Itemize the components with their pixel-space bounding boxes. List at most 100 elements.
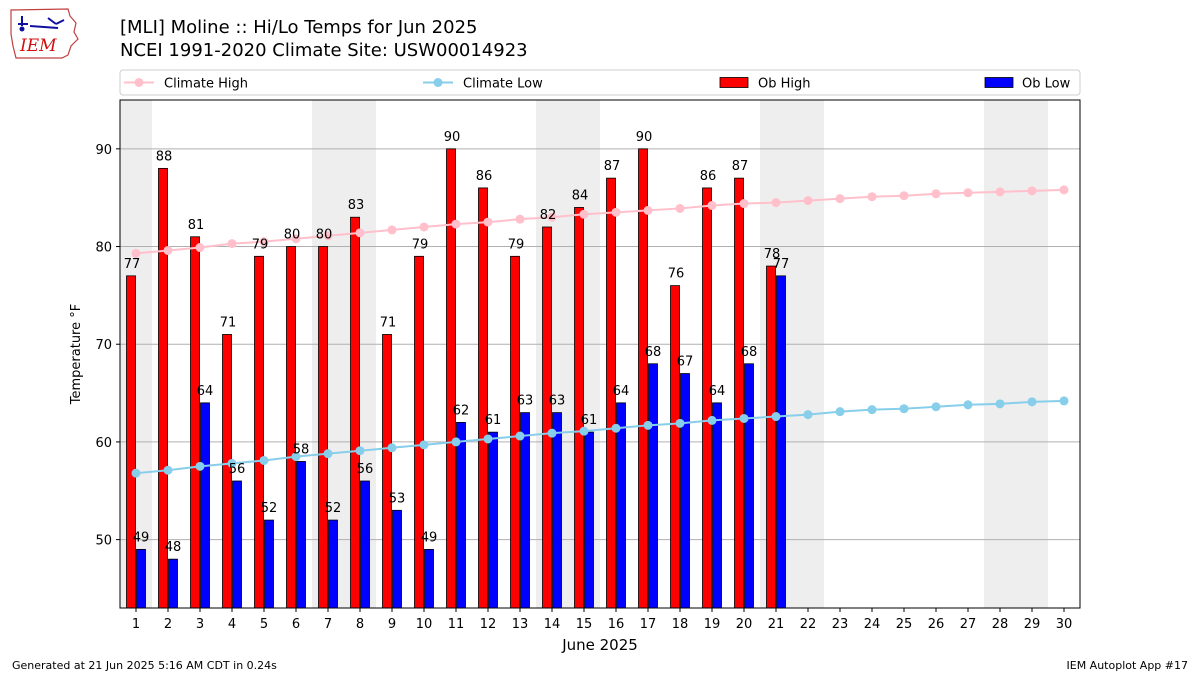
ob-low-label: 62 — [453, 403, 470, 418]
generated-footer: Generated at 21 Jun 2025 5:16 AM CDT in … — [12, 659, 277, 672]
ob-high-label: 71 — [380, 315, 397, 330]
climate-low-point — [579, 426, 589, 436]
climate-high-line — [135, 188, 1065, 255]
ob-high-bar — [350, 216, 360, 609]
ob-high-bar — [478, 187, 488, 609]
climate-low-point — [355, 446, 365, 456]
ob-low-bar — [744, 363, 754, 609]
ob-high-label: 86 — [476, 169, 493, 184]
ob-high-label: 79 — [412, 237, 429, 252]
ob-low-bar — [296, 461, 306, 609]
climate-low-point — [611, 423, 621, 433]
climate-low-point — [739, 413, 749, 423]
climate-low-point — [931, 402, 941, 412]
ob-low-bar — [488, 431, 498, 609]
x-tick-label: 14 — [544, 617, 561, 632]
climate-high-point — [995, 187, 1005, 197]
x-tick-label: 20 — [736, 617, 753, 632]
x-tick-label: 12 — [480, 617, 497, 632]
ob-high-bar — [542, 226, 552, 609]
ob-low-bar — [648, 363, 658, 609]
y-tick-label: 50 — [95, 534, 112, 549]
climate-low-point — [387, 443, 397, 453]
climate-high-point — [227, 239, 237, 249]
climate-high-point — [771, 198, 781, 208]
x-tick-label: 23 — [832, 617, 849, 632]
x-tick-label: 22 — [800, 617, 817, 632]
app-footer: IEM Autoplot App #17 — [1066, 659, 1189, 672]
climate-low-point — [803, 410, 813, 420]
climate-high-point — [547, 212, 557, 222]
weekend-shade — [344, 100, 376, 608]
climate-low-point — [771, 412, 781, 422]
ob-low-label: 68 — [741, 345, 758, 360]
climate-high-point — [739, 199, 749, 209]
plot-frame — [119, 99, 1081, 609]
climate-low-point — [707, 415, 717, 425]
legend-ob-low-swatch — [984, 77, 1014, 88]
climate-low-point — [547, 428, 557, 438]
climate-low-point — [131, 468, 141, 478]
ob-low-bar — [232, 480, 242, 609]
legend-climate-high-label: Climate High — [164, 77, 248, 92]
x-tick-label: 19 — [704, 617, 721, 632]
ob-low-label: 61 — [485, 413, 502, 428]
ob-high-label: 78 — [764, 247, 781, 262]
x-tick-label: 26 — [928, 617, 945, 632]
ob-low-bar — [584, 431, 594, 609]
x-tick-label: 1 — [132, 617, 140, 632]
ob-high-label: 87 — [732, 159, 749, 174]
ob-high-label: 80 — [284, 228, 301, 243]
ob-high-bar — [382, 334, 392, 609]
climate-high-point — [515, 214, 525, 224]
climate-low-point — [227, 458, 237, 468]
climate-low-point — [1059, 396, 1069, 406]
x-tick-label: 29 — [1024, 617, 1041, 632]
ob-high-bar — [670, 285, 680, 609]
x-tick-label: 4 — [228, 617, 236, 632]
ob-high-label: 88 — [156, 149, 173, 164]
ob-low-label: 52 — [325, 501, 342, 516]
climate-high-point — [867, 192, 877, 202]
ob-high-bar — [286, 246, 296, 609]
y-tick-label: 60 — [95, 436, 112, 451]
x-tick-label: 10 — [416, 617, 433, 632]
weekend-shade — [760, 100, 792, 608]
ob-low-label: 49 — [421, 530, 438, 545]
climate-high-point — [675, 203, 685, 213]
ob-low-label: 64 — [613, 384, 630, 399]
ob-low-bar — [264, 519, 274, 609]
x-tick-label: 7 — [324, 617, 332, 632]
ob-high-bar — [446, 148, 456, 609]
ob-low-label: 49 — [133, 530, 150, 545]
y-axis-label: Temperature °F — [69, 304, 84, 405]
climate-high-point — [835, 194, 845, 204]
x-tick-label: 21 — [768, 617, 785, 632]
x-tick-label: 13 — [512, 617, 529, 632]
y-tick-label: 70 — [95, 338, 112, 353]
ob-low-label: 77 — [773, 257, 790, 272]
ob-low-bar — [136, 548, 146, 609]
ob-low-label: 56 — [229, 462, 246, 477]
ob-high-bar — [126, 275, 136, 609]
legend-ob-low-label: Ob Low — [1022, 77, 1071, 92]
climate-high-point — [707, 201, 717, 211]
ob-low-bar — [328, 519, 338, 609]
ob-low-bar — [168, 558, 178, 609]
ob-low-bar — [392, 509, 402, 609]
chart-subtitle: NCEI 1991-2020 Climate Site: USW00014923 — [120, 40, 528, 61]
ob-low-bar — [456, 421, 466, 609]
climate-low-point — [995, 399, 1005, 409]
climate-high-point — [963, 188, 973, 198]
climate-high-point — [931, 189, 941, 199]
legend-climate-low-label: Climate Low — [463, 77, 543, 92]
ob-high-label: 87 — [604, 159, 621, 174]
climate-low-point — [515, 431, 525, 441]
climate-high-point — [579, 209, 589, 219]
climate-low-point — [291, 452, 301, 462]
climate-high-point — [355, 228, 365, 238]
climate-low-point — [163, 465, 173, 475]
ob-low-label: 67 — [677, 355, 694, 370]
ob-high-label: 79 — [252, 237, 269, 252]
climate-low-point — [675, 418, 685, 428]
